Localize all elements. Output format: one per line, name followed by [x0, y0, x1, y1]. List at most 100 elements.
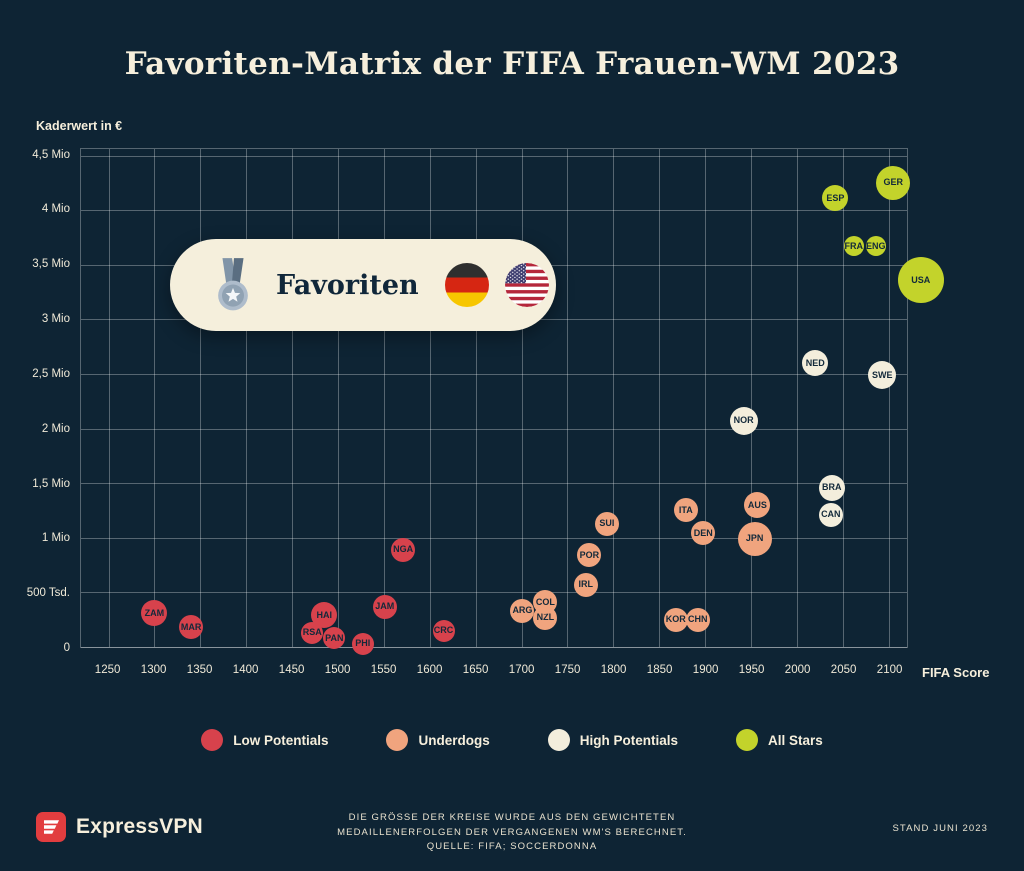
x-tick-label: 1350 — [186, 664, 213, 676]
data-bubble-pan: PAN — [323, 627, 346, 650]
data-bubble-ned: NED — [802, 350, 829, 377]
y-tick-label: 3 Mio — [41, 313, 70, 326]
x-axis-ticks: 1250 1300 1350 1400 1450 1500 1550 1600 1650 1700… — [80, 664, 908, 680]
data-bubble-fra: FRA — [843, 236, 864, 257]
medal-icon — [210, 258, 256, 312]
data-bubble-jpn: JPN — [737, 521, 772, 556]
legend-item-all-stars: All Stars — [736, 729, 823, 751]
x-tick-label: 2100 — [876, 664, 903, 676]
x-tick-label: 1450 — [278, 664, 305, 676]
x-tick-label: 1400 — [232, 664, 259, 676]
data-bubble-swe: SWE — [868, 361, 897, 390]
y-tick-label: 4 Mio — [41, 203, 70, 216]
gridline-vertical — [246, 149, 248, 647]
gridline-vertical — [842, 149, 844, 647]
x-tick-label: 1850 — [646, 664, 673, 676]
gridline-vertical — [154, 149, 156, 647]
gridline-vertical — [200, 149, 202, 647]
data-bubble-esp: ESP — [822, 185, 849, 212]
stand-date: STAND JUNI 2023 — [892, 823, 988, 834]
gridline-vertical — [888, 149, 890, 647]
x-tick-label: 1600 — [416, 664, 443, 676]
gridline-vertical — [337, 149, 339, 647]
data-bubble-crc: CRC — [432, 619, 455, 642]
x-tick-label: 1750 — [554, 664, 581, 676]
y-tick-label: 1,5 Mio — [32, 477, 70, 490]
gridline-vertical — [750, 149, 752, 647]
gridline-horizontal — [81, 155, 907, 157]
expressvpn-logo-text: ExpressVPN — [76, 815, 203, 838]
data-bubble-por: POR — [577, 543, 602, 568]
y-tick-label: 4,5 Mio — [32, 148, 70, 161]
y-tick-label: 3,5 Mio — [32, 258, 70, 271]
legend-swatch — [386, 729, 409, 751]
data-bubble-chn: CHN — [685, 607, 710, 632]
gridline-horizontal — [81, 210, 907, 212]
data-bubble-bra: BRA — [818, 474, 845, 501]
legend-label: Underdogs — [418, 732, 490, 748]
data-bubble-col: COL — [533, 590, 558, 615]
data-bubble-eng: ENG — [865, 236, 886, 257]
gridline-horizontal — [81, 537, 907, 539]
favoriten-badge-label: Favoriten — [276, 269, 419, 301]
legend-label: All Stars — [768, 732, 823, 748]
y-tick-label: 1 Mio — [41, 532, 70, 545]
data-bubble-irl: IRL — [573, 572, 598, 597]
gridline-horizontal — [81, 373, 907, 375]
y-tick-label: 2,5 Mio — [32, 367, 70, 380]
data-bubble-mar: MAR — [179, 615, 204, 640]
gridline-vertical — [475, 149, 477, 647]
gridline-horizontal — [81, 647, 907, 648]
gridline-vertical — [659, 149, 661, 647]
legend-item-underdogs: Underdogs — [386, 729, 490, 751]
data-bubble-zam: ZAM — [141, 600, 168, 627]
legend-label: High Potentials — [579, 732, 678, 748]
data-bubble-nga: NGA — [391, 537, 416, 562]
data-bubble-jam: JAM — [372, 594, 397, 619]
plot-area: ZAM MAR RSA HAI PAN PHI JAM NGA CRC ARG NZL COL IRL P… — [80, 148, 944, 655]
x-tick-label: 1800 — [600, 664, 627, 676]
y-tick-label: 0 — [63, 642, 70, 654]
x-tick-label: 1550 — [370, 664, 397, 676]
x-tick-label: 2050 — [830, 664, 857, 676]
gridline-vertical — [292, 149, 294, 647]
gridline-vertical — [521, 149, 523, 647]
x-axis-label: FIFA Score — [922, 665, 990, 680]
data-bubble-can: CAN — [818, 502, 843, 527]
favoriten-badge: Favoriten — [170, 239, 556, 331]
x-tick-label: 1900 — [692, 664, 719, 676]
x-tick-label: 1300 — [140, 664, 167, 676]
legend-item-high-potentials: High Potentials — [547, 729, 678, 751]
gridline-horizontal — [81, 428, 907, 430]
legend-swatch — [201, 729, 224, 751]
legend: Low Potentials Underdogs High Potentials Al… — [0, 729, 1024, 751]
data-bubble-rsa: RSA — [301, 621, 324, 644]
data-bubble-ita: ITA — [673, 498, 698, 523]
legend-swatch — [547, 729, 570, 751]
expressvpn-logo: ExpressVPN — [36, 812, 203, 842]
gridline-vertical — [613, 149, 615, 647]
gridline-vertical — [705, 149, 707, 647]
gridline-vertical — [429, 149, 431, 647]
data-bubble-hai: HAI — [311, 602, 338, 629]
usa-flag-icon — [504, 263, 549, 307]
y-tick-label: 2 Mio — [41, 422, 70, 435]
gridline-vertical — [108, 149, 110, 647]
data-bubble-usa: USA — [897, 257, 944, 304]
x-tick-label: 1500 — [324, 664, 351, 676]
legend-label: Low Potentials — [233, 732, 329, 748]
gridline-vertical — [383, 149, 385, 647]
legend-item-low-potentials: Low Potentials — [201, 729, 328, 751]
data-bubble-sui: SUI — [594, 511, 619, 536]
gridline-vertical — [567, 149, 569, 647]
x-tick-label: 2000 — [784, 664, 811, 676]
x-tick-label: 1700 — [508, 664, 535, 676]
germany-flag-icon — [444, 263, 489, 307]
gridline-horizontal — [81, 483, 907, 485]
y-axis-label: Kaderwert in € — [36, 119, 123, 133]
x-tick-label: 1650 — [462, 664, 489, 676]
x-tick-label: 1950 — [738, 664, 765, 676]
y-axis-ticks: 0 500 Tsd. 1 Mio 1,5 Mio 2 Mio 2,5 Mio 3 Mio 3,… — [0, 148, 70, 654]
data-bubble-kor: KOR — [663, 607, 688, 632]
